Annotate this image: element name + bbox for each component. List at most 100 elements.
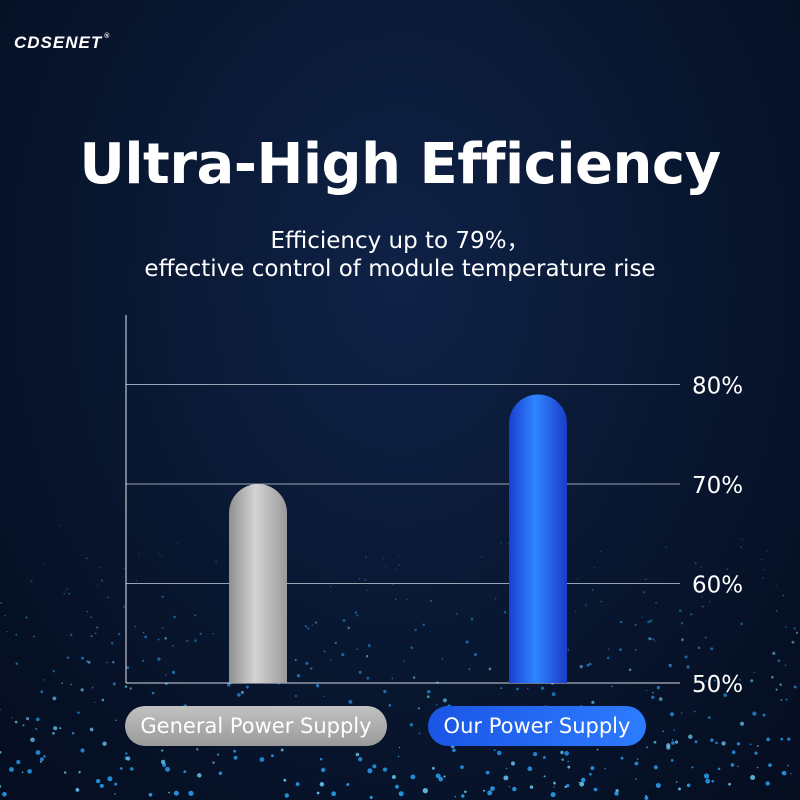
particle-dot: [634, 778, 637, 780]
y-tick-label-70: 70%: [692, 473, 743, 499]
particle-dot: [212, 632, 214, 635]
particle-dot: [756, 766, 759, 769]
particle-dot: [739, 679, 741, 681]
particle-dot: [142, 631, 145, 634]
particle-dot: [114, 793, 116, 795]
particle-dot: [304, 625, 308, 628]
particle-dot: [15, 662, 19, 665]
particle-dot: [507, 543, 510, 545]
particle-dot: [160, 555, 163, 557]
particle-dot: [123, 605, 126, 608]
particle-dot: [365, 655, 369, 658]
particle-dot: [754, 751, 758, 755]
particle-dot: [94, 701, 96, 703]
particle-dot: [330, 659, 332, 661]
particle-dot: [355, 752, 360, 757]
particle-dot: [323, 650, 326, 653]
particle-dot: [780, 699, 783, 701]
particle-dot: [410, 646, 413, 650]
particle-dot: [80, 748, 85, 753]
particle-dot: [330, 585, 332, 588]
particle-dot: [75, 788, 80, 792]
particle-dot: [443, 775, 446, 778]
particle-dot: [144, 635, 148, 639]
particle-dot: [567, 760, 569, 763]
particle-dot: [215, 560, 217, 563]
particle-dot: [417, 707, 420, 710]
particle-dot: [397, 555, 400, 557]
particle-dot: [480, 556, 483, 558]
particle-dot: [259, 757, 265, 762]
particle-dot: [126, 756, 131, 761]
particle-dot: [442, 698, 447, 703]
particle-dot: [566, 783, 570, 788]
particle-dot: [430, 599, 432, 602]
particle-dot: [703, 773, 710, 779]
particle-dot: [383, 689, 387, 694]
particle-dot: [66, 656, 70, 659]
particle-dot: [35, 750, 41, 755]
particle-dot: [693, 710, 696, 713]
particle-dot: [331, 791, 337, 797]
particle-dot: [516, 687, 519, 691]
particle-dot: [403, 660, 406, 662]
particle-dot: [647, 620, 650, 624]
particle-dot: [775, 609, 778, 612]
particle-dot: [634, 761, 639, 766]
particle-dot: [94, 632, 97, 635]
particle-dot: [27, 769, 32, 774]
particle-dot: [129, 687, 132, 690]
particle-dot: [422, 623, 425, 626]
particle-dot: [196, 748, 199, 751]
particle-dot: [731, 750, 736, 754]
particle-dot: [456, 613, 458, 615]
particle-dot: [0, 750, 2, 754]
particle-dot: [669, 712, 675, 717]
particle-dot: [564, 785, 567, 789]
particle-dot: [785, 698, 788, 701]
particle-dot: [637, 758, 639, 760]
particle-dot: [454, 795, 457, 798]
particle-dot: [347, 626, 350, 630]
particle-dot: [319, 757, 323, 761]
particle-dot: [157, 638, 160, 641]
particle-dot: [160, 759, 166, 765]
particle-dot: [579, 781, 585, 787]
particle-dot: [60, 525, 62, 527]
particle-dot: [540, 686, 545, 690]
particle-dot: [367, 768, 373, 774]
particle-dot: [653, 740, 657, 744]
particle-dot: [675, 781, 678, 783]
particle-dot: [503, 610, 507, 614]
particle-dot: [90, 635, 93, 638]
particle-dot: [40, 690, 44, 694]
particle-dot: [391, 677, 394, 680]
particle-dot: [431, 766, 435, 770]
particle-dot: [119, 767, 123, 770]
particle-dot: [101, 698, 105, 702]
particle-dot: [142, 659, 145, 662]
particle-dot: [212, 761, 215, 764]
particle-dot: [654, 640, 657, 643]
particle-dot: [365, 556, 367, 558]
particle-dot: [398, 564, 401, 566]
particle-dot: [91, 687, 94, 689]
particle-dot: [125, 752, 128, 755]
particle-dot: [543, 775, 546, 778]
particle-dot: [578, 781, 580, 784]
particle-dot: [674, 740, 679, 744]
particle-dot: [406, 598, 408, 601]
particle-dot: [681, 638, 684, 642]
particle-dot: [470, 617, 474, 621]
particle-dot: [658, 697, 663, 701]
particle-dot: [775, 688, 778, 691]
particle-dot: [112, 682, 116, 686]
particle-dot: [77, 711, 80, 714]
subtitle-line-1: Efficiency up to 79%，: [270, 228, 530, 254]
particle-dot: [358, 670, 362, 674]
particle-dot: [397, 755, 400, 758]
particle-dot: [426, 695, 430, 699]
subtitle-line-2: effective control of module temperature …: [144, 256, 656, 282]
particle-dot: [584, 604, 587, 606]
